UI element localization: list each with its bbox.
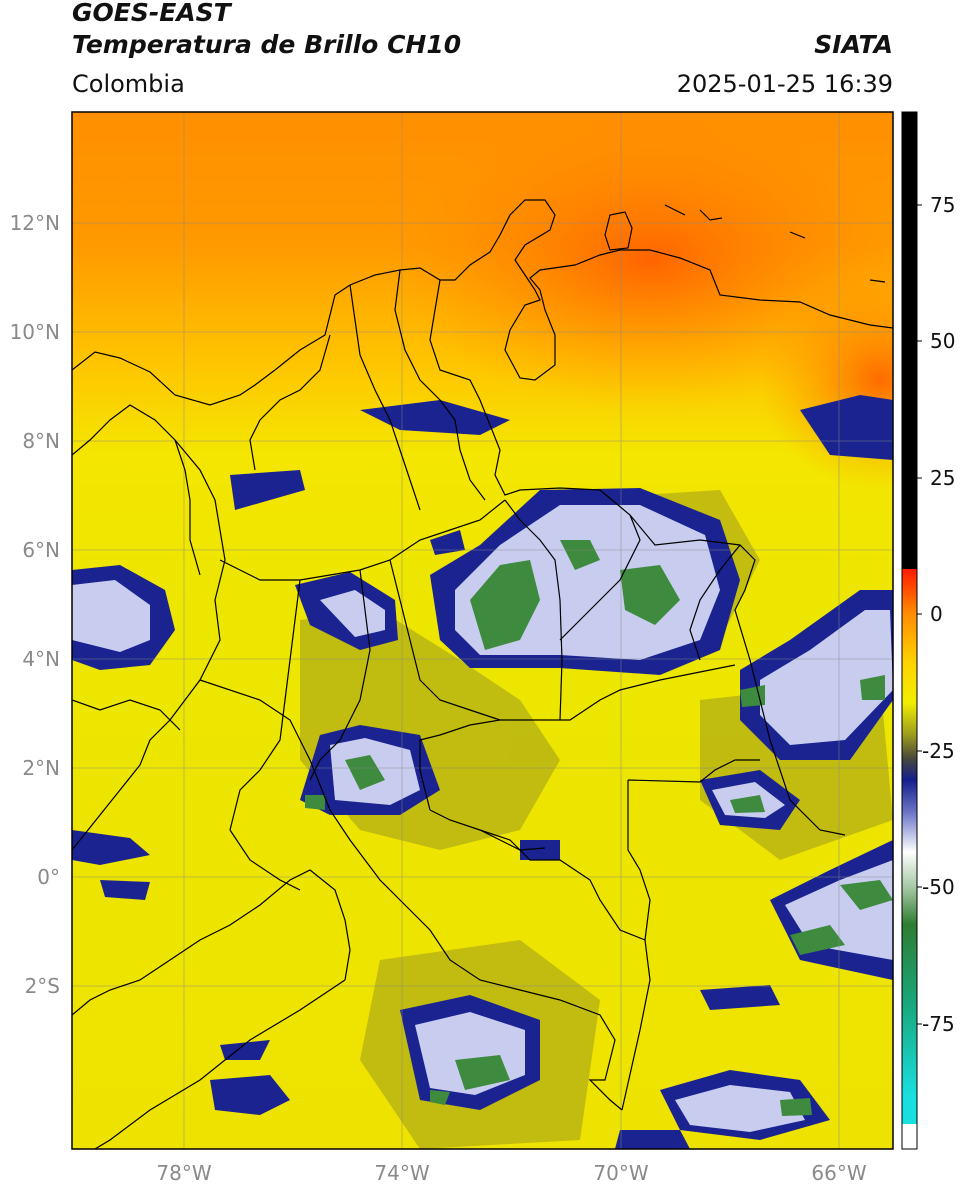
colorbar-tick-75: 75	[930, 193, 955, 217]
warm-area	[390, 112, 893, 410]
colorbar-black-segment	[902, 112, 917, 569]
colorbar-white-segment	[902, 1124, 917, 1149]
satellite-title: GOES-EAST	[72, 0, 231, 27]
lat-tick-0: 0°	[37, 865, 60, 889]
colorbar-frame	[901, 111, 918, 1150]
colorbar: 75 50 25 0 -25 -50 -75	[901, 111, 955, 1150]
lat-tick-12n: 12°N	[10, 211, 60, 235]
region-label: Colombia	[72, 70, 185, 98]
colorbar-gradient	[902, 569, 917, 1124]
lon-axis: 78°W 74°W 70°W 66°W	[156, 1161, 866, 1185]
colorbar-tick-50: 50	[930, 329, 955, 353]
lat-tick-2s: 2°S	[25, 974, 60, 998]
lat-tick-6n: 6°N	[22, 538, 60, 562]
lat-tick-4n: 4°N	[22, 647, 60, 671]
lat-tick-8n: 8°N	[22, 429, 60, 453]
lon-tick-78w: 78°W	[156, 1161, 211, 1185]
map-panel	[72, 112, 893, 1149]
lon-tick-74w: 74°W	[374, 1161, 429, 1185]
lon-tick-70w: 70°W	[593, 1161, 648, 1185]
colorbar-tick-0: 0	[930, 602, 943, 626]
colorbar-tick-neg75: -75	[922, 1012, 955, 1036]
lat-axis: 12°N 10°N 8°N 6°N 4°N 2°N 0° 2°S	[10, 211, 60, 998]
colorbar-tick-neg50: -50	[922, 875, 955, 899]
graticule	[72, 112, 893, 1149]
product-title: Temperatura de Brillo CH10	[72, 30, 462, 59]
colorbar-tick-25: 25	[930, 466, 955, 490]
lat-tick-2n: 2°N	[22, 756, 60, 780]
map-frame	[71, 111, 894, 1150]
lon-tick-66w: 66°W	[811, 1161, 866, 1185]
lat-tick-10n: 10°N	[10, 320, 60, 344]
timestamp-label: 2025-01-25 16:39	[676, 70, 893, 98]
cold-tops	[305, 540, 893, 1116]
boundaries	[72, 199, 893, 1149]
colorbar-tick-neg25: -25	[922, 739, 955, 763]
brand-label: SIATA	[814, 30, 893, 59]
